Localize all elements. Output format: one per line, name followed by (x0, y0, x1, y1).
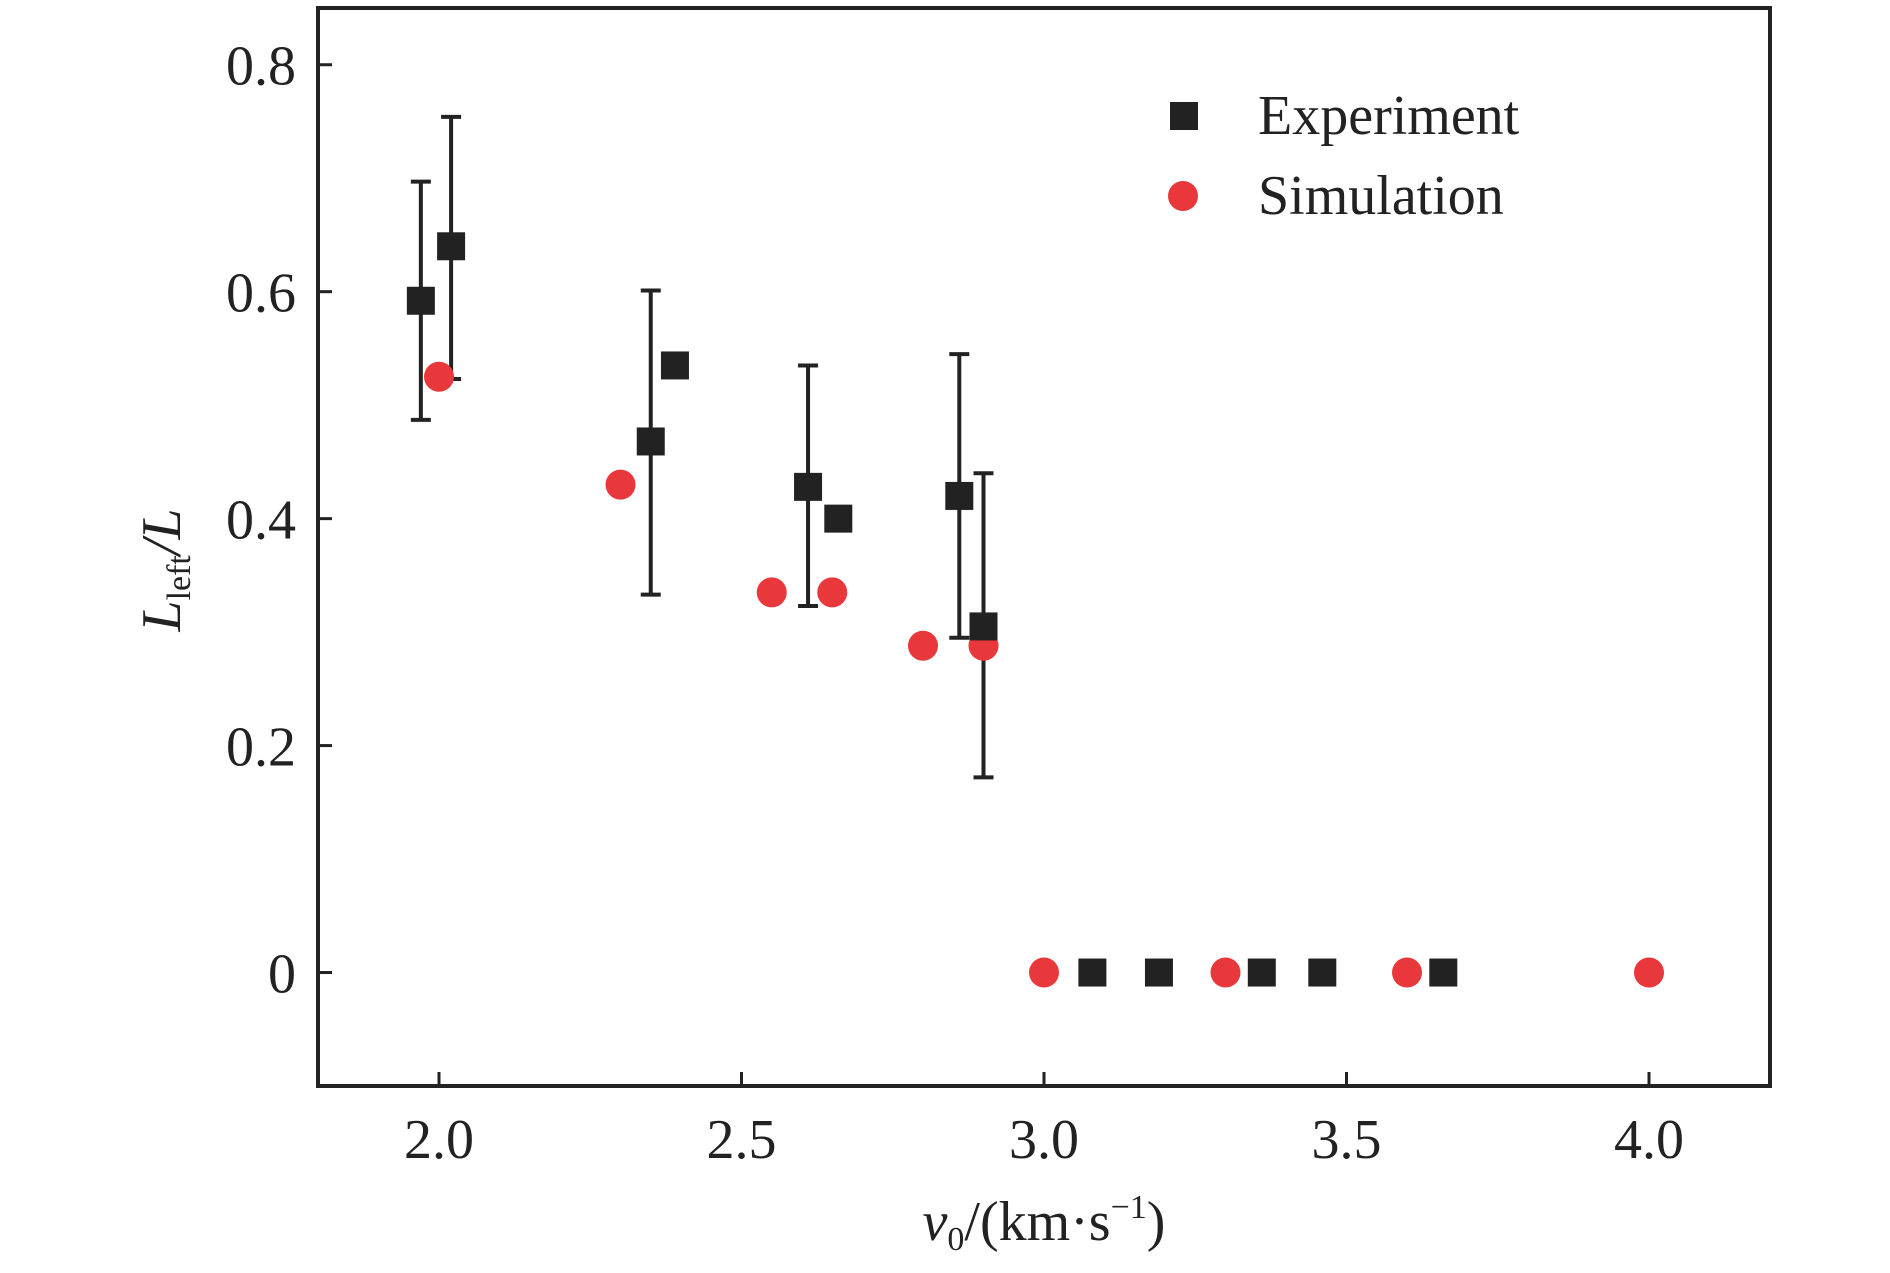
legend-simulation-label: Simulation (1258, 165, 1504, 227)
legend-experiment-label: Experiment (1258, 85, 1520, 147)
simulation-point (1210, 957, 1241, 988)
legend: Experiment Simulation (1168, 85, 1520, 227)
data-points (406, 232, 1664, 988)
simulation-point (605, 469, 636, 500)
plot-frame (316, 6, 1772, 1088)
x-label-close: ) (1147, 1191, 1166, 1253)
y-label-rest: /L (131, 508, 193, 558)
simulation-point (424, 361, 454, 392)
x-tick-label: 2.5 (707, 1109, 777, 1171)
experiment-point (1247, 958, 1276, 987)
legend-experiment-marker (1170, 102, 1198, 130)
experiment-point (1078, 958, 1107, 987)
x-tick-label: 3.0 (1009, 1109, 1079, 1171)
simulation-point (817, 577, 848, 608)
legend-simulation-marker (1168, 181, 1198, 211)
x-tick-label: 4.0 (1614, 1109, 1684, 1171)
y-label-main: L (131, 600, 193, 632)
experiment-point (824, 504, 853, 533)
experiment-point (660, 351, 689, 380)
x-axis-label: v0/(km·s−1) (923, 1189, 1166, 1258)
experiment-point (437, 232, 466, 261)
x-axis-ticks: 2.0 2.5 3.0 3.5 4.0 (404, 1072, 1684, 1171)
experiment-point (1144, 958, 1173, 987)
experiment-point (636, 427, 665, 456)
x-label-sub: 0 (947, 1221, 964, 1258)
y-label-sub: left (161, 555, 198, 601)
experiment-point (406, 286, 435, 315)
experiment-point (1308, 958, 1337, 987)
y-axis-ticks: 0 0.2 0.4 0.6 0.8 (226, 36, 332, 1006)
x-tick-label: 2.0 (404, 1109, 474, 1171)
x-label-rest: /(km·s (964, 1191, 1110, 1253)
experiment-point (945, 481, 974, 510)
simulation-point (1392, 957, 1422, 988)
experiment-point (969, 612, 998, 641)
simulation-point (756, 577, 787, 608)
y-tick-label: 0.6 (226, 263, 296, 325)
experiment-point (794, 472, 823, 501)
simulation-point (1634, 957, 1664, 988)
x-label-main: v (923, 1191, 948, 1253)
experiment-point (1429, 958, 1458, 987)
y-tick-label: 0.2 (226, 717, 296, 779)
x-label-sup: −1 (1111, 1189, 1147, 1226)
y-axis-label: Lleft/L (131, 508, 198, 632)
y-tick-label: 0.8 (226, 36, 296, 98)
y-tick-label: 0.4 (226, 490, 296, 552)
simulation-point (1029, 957, 1059, 988)
error-bars (410, 114, 994, 780)
simulation-point (908, 630, 938, 661)
x-tick-label: 3.5 (1312, 1109, 1382, 1171)
y-tick-label: 0 (268, 944, 296, 1006)
